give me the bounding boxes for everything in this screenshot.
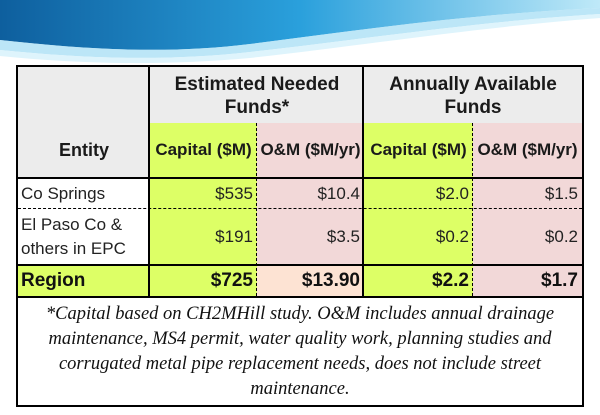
- needed-om-cell: $3.5: [257, 209, 364, 265]
- total-top-border: [18, 264, 582, 266]
- total-row: Region $725 $13.90 $2.2 $1.7: [18, 266, 582, 296]
- available-om-cell: $1.5: [473, 179, 582, 209]
- header-available-om: O&M ($M/yr): [473, 123, 582, 177]
- needed-om-cell: $10.4: [257, 179, 364, 209]
- header-needed-capital: Capital ($M): [150, 123, 257, 177]
- header-group-row: Estimated Needed Funds* Annually Availab…: [18, 67, 582, 123]
- available-capital-cell: $0.2: [364, 209, 473, 265]
- row-separator: [18, 208, 582, 209]
- table-row: El Paso Co & others in EPC $191 $3.5 $0.…: [18, 209, 582, 265]
- total-available-om: $1.7: [473, 266, 582, 296]
- header-wave-decoration: [0, 0, 600, 64]
- available-om-cell: $0.2: [473, 209, 582, 265]
- divider-entity: [148, 67, 150, 296]
- header-entity: Entity: [18, 67, 150, 177]
- funding-table: Estimated Needed Funds* Annually Availab…: [16, 65, 584, 407]
- available-capital-cell: $2.0: [364, 179, 473, 209]
- entity-cell: Co Springs: [21, 184, 106, 203]
- header-available-capital: Capital ($M): [364, 123, 473, 177]
- total-label: Region: [18, 266, 150, 296]
- total-available-capital: $2.2: [364, 266, 473, 296]
- needed-capital-cell: $535: [150, 179, 257, 209]
- header-needed-om: O&M ($M/yr): [257, 123, 364, 177]
- header-sub-row: Entity Capital ($M) O&M ($M/yr) Capital …: [18, 67, 582, 177]
- entity-cell: El Paso Co & others in EPC: [21, 215, 126, 258]
- divider-groups: [362, 67, 364, 296]
- header-annually-available: Annually Available Funds: [364, 67, 582, 123]
- divider-available: [472, 123, 473, 296]
- needed-capital-cell: $191: [150, 209, 257, 265]
- total-needed-om: $13.90: [257, 266, 364, 296]
- footnote-top-border: [18, 296, 582, 298]
- divider-needed: [256, 123, 257, 296]
- footnote: *Capital based on CH2MHill study. O&M in…: [45, 303, 555, 399]
- total-needed-capital: $725: [150, 266, 257, 296]
- header-bottom-border: [18, 177, 582, 179]
- header-estimated-needed: Estimated Needed Funds*: [150, 67, 364, 123]
- table-row: Co Springs $535 $10.4 $2.0 $1.5: [18, 179, 582, 209]
